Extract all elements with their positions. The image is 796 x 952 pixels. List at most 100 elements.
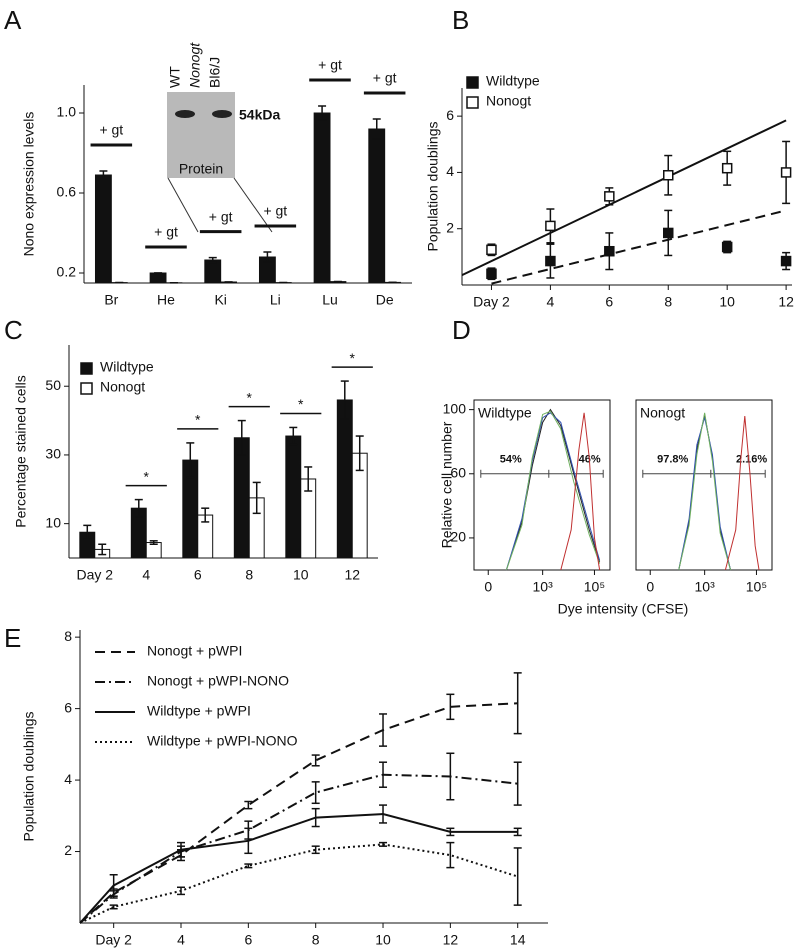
y-axis-label: Relative cell number	[439, 421, 455, 548]
legend-label: Wildtype + pWPI-NONO	[147, 733, 298, 749]
point	[486, 268, 497, 279]
x-tick-label: De	[376, 292, 394, 308]
group-label: + gt	[318, 57, 342, 73]
significance-marker: *	[247, 389, 253, 405]
x-tick-label: 10⁵	[746, 579, 767, 595]
legend-swatch	[80, 382, 93, 395]
y-tick-label: 4	[446, 163, 454, 179]
x-tick-label: Day 2	[473, 294, 510, 310]
significance-marker: *	[298, 396, 304, 412]
x-tick-label: 6	[605, 294, 613, 310]
y-tick-label: 30	[45, 446, 61, 462]
bar	[368, 128, 386, 284]
point	[663, 169, 674, 181]
panel-label: C	[4, 315, 23, 345]
plot-frame	[635, 399, 773, 571]
y-tick-label: 6	[64, 699, 72, 715]
point	[780, 167, 792, 178]
lane-label: Bl6/J	[207, 57, 223, 88]
y-tick-label: 0.2	[57, 264, 77, 280]
blot-inset: WT Nonogt Bl6/J 54kDa Protein	[167, 42, 280, 233]
inner-label: Wildtype	[478, 405, 532, 421]
line	[79, 702, 518, 924]
point	[780, 255, 792, 267]
x-tick-label: 6	[194, 567, 202, 583]
y-tick-label: 20	[450, 529, 466, 545]
line	[505, 412, 601, 571]
legend-label: Nonogt + pWPI-NONO	[147, 673, 289, 689]
point	[721, 241, 733, 253]
x-tick-label: 10	[719, 294, 735, 310]
point	[604, 245, 615, 257]
line	[678, 412, 732, 571]
x-tick-label: 10⁵	[584, 579, 605, 595]
trendline	[491, 209, 787, 285]
bar	[285, 435, 302, 559]
x-tick-label: 10	[293, 567, 309, 583]
zoom-line	[233, 177, 273, 233]
y-axis-label: Percentage stained cells	[13, 375, 29, 528]
bar	[233, 437, 250, 559]
x-tick-label: 4	[177, 932, 185, 948]
x-tick-label: Br	[104, 292, 118, 308]
point	[721, 162, 733, 174]
x-tick-label: 8	[664, 294, 672, 310]
significance-marker: *	[144, 468, 150, 484]
gate-label: 97.8%	[657, 454, 688, 466]
panel-label: E	[4, 623, 21, 653]
y-tick-label: 2	[64, 842, 72, 858]
x-tick-label: 0	[646, 579, 654, 595]
legend-label: Nonogt	[100, 379, 145, 395]
x-tick-label: 10³	[695, 579, 716, 595]
y-tick-label: 2	[446, 219, 454, 235]
group-label: + gt	[154, 224, 178, 240]
point	[545, 220, 556, 232]
x-tick-label: Day 2	[76, 567, 113, 583]
x-tick-label: 12	[443, 932, 459, 948]
panel-label: B	[452, 5, 469, 35]
bar	[94, 174, 112, 284]
band	[212, 110, 232, 118]
x-tick-label: Li	[270, 292, 281, 308]
x-tick-label: 14	[510, 932, 526, 948]
x-tick-label: 8	[245, 567, 253, 583]
x-tick-label: 0	[484, 579, 492, 595]
x-tick-label: 12	[344, 567, 360, 583]
y-tick-label: 10	[45, 514, 61, 530]
trendline	[461, 119, 787, 277]
line	[505, 410, 601, 571]
group-label: + gt	[263, 203, 287, 219]
line	[678, 414, 732, 571]
x-tick-label: Day 2	[95, 932, 132, 948]
blot	[167, 92, 235, 178]
bar	[313, 112, 331, 284]
x-tick-label: 4	[546, 294, 554, 310]
point	[545, 255, 556, 267]
line	[79, 843, 519, 924]
bar	[336, 399, 353, 559]
significance-marker: *	[195, 412, 201, 428]
lane-label: WT	[167, 66, 183, 88]
legend-label: Wildtype	[100, 359, 154, 375]
marker-label: 54kDa	[239, 107, 280, 123]
legend-label: Nonogt + pWPI	[147, 643, 242, 659]
y-tick-label: 0.6	[57, 184, 77, 200]
y-tick-label: 6	[446, 107, 454, 123]
y-tick-label: 4	[64, 771, 72, 787]
y-tick-label: 60	[450, 464, 466, 480]
line	[79, 773, 518, 924]
legend-label: Wildtype + pWPI	[147, 703, 251, 719]
gate-label: 54%	[500, 454, 522, 466]
y-tick-label: 1.0	[57, 104, 77, 120]
line	[505, 408, 601, 571]
lane-label: Nonogt	[187, 42, 203, 88]
x-axis-label: Dye intensity (CFSE)	[558, 601, 689, 617]
point	[486, 244, 497, 256]
band	[175, 110, 195, 118]
inner-label: Nonogt	[640, 405, 685, 421]
x-tick-label: 10³	[533, 579, 554, 595]
blot-caption: Protein	[179, 161, 223, 177]
y-axis-label: Nono expression levels	[21, 112, 37, 257]
